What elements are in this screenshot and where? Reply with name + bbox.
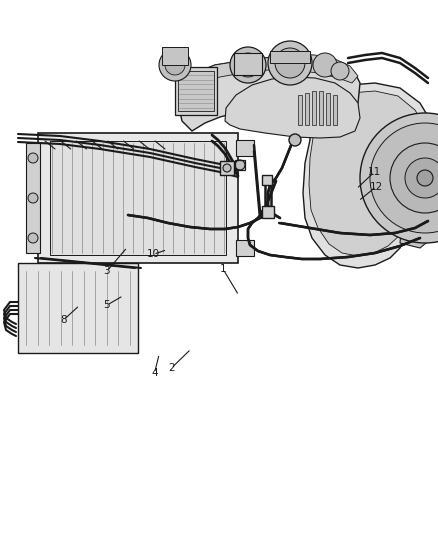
Circle shape (268, 41, 312, 85)
Bar (235, 160, 245, 170)
Polygon shape (309, 91, 429, 256)
Circle shape (275, 48, 305, 78)
Text: 2: 2 (168, 364, 174, 373)
Circle shape (360, 113, 438, 243)
Bar (262, 206, 274, 218)
Circle shape (405, 158, 438, 198)
Bar (319, 91, 323, 125)
Bar (305, 93, 309, 125)
Bar (262, 175, 272, 185)
Text: 1: 1 (220, 264, 226, 274)
Bar (175, 67, 217, 115)
Bar (178, 71, 214, 111)
Bar (333, 95, 337, 125)
Polygon shape (178, 55, 360, 131)
Circle shape (313, 53, 337, 77)
Circle shape (331, 62, 349, 80)
Circle shape (289, 134, 301, 146)
Text: 3: 3 (103, 266, 110, 276)
Circle shape (159, 49, 191, 81)
Circle shape (370, 123, 438, 233)
Circle shape (236, 53, 260, 77)
Circle shape (230, 47, 266, 83)
Text: 8: 8 (60, 315, 67, 325)
Bar (50, 141, 226, 255)
Bar (236, 240, 254, 256)
Polygon shape (225, 77, 360, 138)
Circle shape (165, 55, 185, 75)
Bar (234, 53, 262, 75)
Circle shape (390, 143, 438, 213)
Bar (270, 51, 310, 63)
Circle shape (28, 233, 38, 243)
Bar (18, 263, 138, 353)
Bar (236, 140, 254, 156)
Bar (326, 93, 330, 125)
Circle shape (235, 160, 245, 170)
Bar (220, 161, 234, 175)
Text: 4: 4 (151, 368, 158, 378)
Circle shape (417, 170, 433, 186)
Text: 5: 5 (103, 300, 110, 310)
Bar (26, 143, 40, 253)
Polygon shape (195, 55, 358, 83)
Polygon shape (400, 215, 432, 248)
Text: 12: 12 (370, 182, 383, 191)
Text: 10: 10 (147, 249, 160, 260)
Bar (298, 95, 302, 125)
Bar (162, 47, 188, 65)
Circle shape (28, 153, 38, 163)
Circle shape (28, 193, 38, 203)
Text: 11: 11 (367, 167, 381, 177)
Bar (312, 91, 316, 125)
Bar (38, 133, 238, 263)
Circle shape (223, 164, 231, 172)
Polygon shape (303, 83, 435, 268)
